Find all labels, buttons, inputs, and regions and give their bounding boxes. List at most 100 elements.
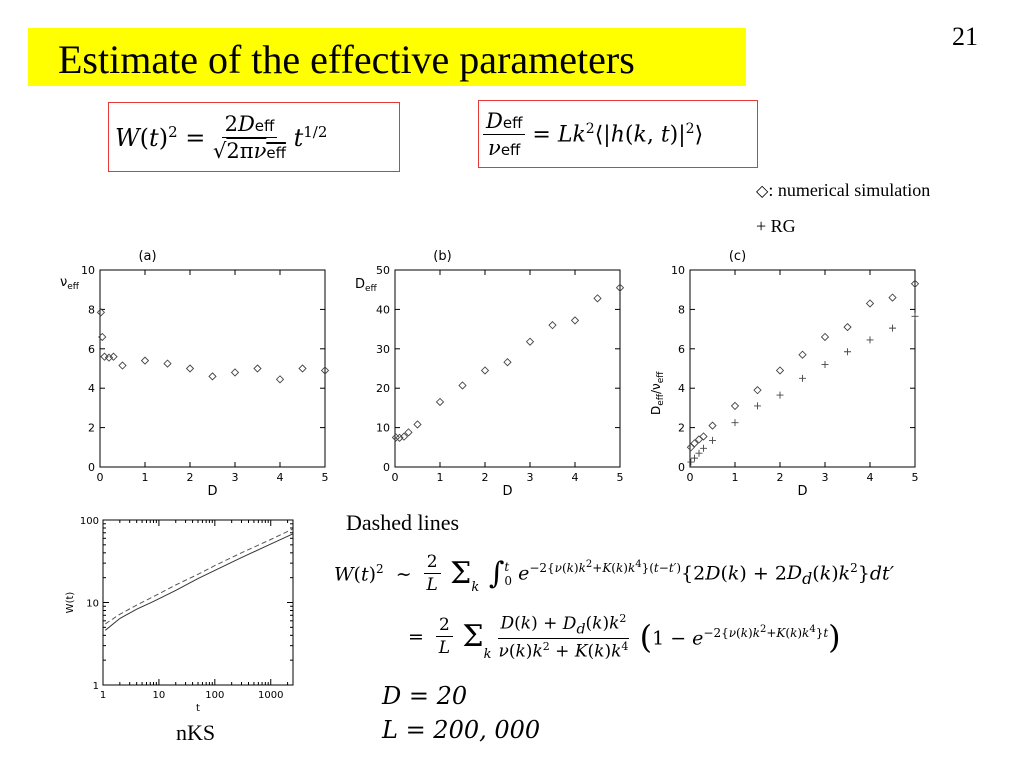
diamond-point: [458, 381, 467, 390]
plus-marker-icon: +: [756, 216, 767, 236]
y-tick-label: 8: [678, 303, 685, 316]
y-axis-label: W(t): [65, 592, 76, 614]
x-tick-label: 0: [392, 471, 399, 484]
x-tick-label: 5: [912, 471, 919, 484]
width-scaling-equation: W(t)2 = 2Deff √2πνeff t1/2: [115, 111, 328, 163]
x-tick-label: 2: [777, 471, 784, 484]
x-tick-label: 100: [205, 690, 224, 701]
x-axis-label: D: [207, 484, 217, 499]
diamond-point: [798, 350, 807, 359]
plot-frame: [394, 269, 621, 468]
diamond-point: [615, 283, 625, 292]
y-tick-label: 0: [383, 461, 390, 474]
y-tick-label: 2: [678, 422, 685, 435]
plus-point: [754, 402, 761, 410]
x-tick-label: 3: [822, 471, 829, 484]
x-axis-label: t: [196, 703, 200, 713]
y-tick-label: 40: [376, 303, 390, 316]
diamond-point: [140, 356, 150, 365]
dashed-series-line: [105, 528, 294, 625]
ratio-equation: Deff νeff = Lk2⟨|h(k, t)|2⟩: [483, 103, 703, 165]
diamond-point: [391, 433, 401, 442]
plus-point: [731, 419, 739, 427]
plus-point: [691, 454, 698, 462]
chart-ratio: 0 1 2 3 4 5 0 2 4 6 8 10 D (c) Deff/νeff: [649, 249, 920, 499]
x-tick-label: 1: [732, 471, 739, 484]
x-tick-label: 4: [572, 471, 579, 484]
diamond-point: [775, 366, 785, 375]
plus-point: [709, 436, 716, 444]
plus-point: [687, 458, 695, 466]
y-tick-label: 10: [81, 264, 95, 277]
x-axis-label: D: [797, 484, 807, 499]
equation-box-width: W(t)2 = 2Deff √2πνeff t1/2: [108, 102, 400, 172]
panel-label: (a): [138, 249, 156, 264]
diamond-point: [275, 375, 285, 384]
x-tick-label: 2: [187, 471, 194, 484]
diamond-point: [109, 352, 118, 361]
diamond-point: [570, 316, 580, 325]
diamond-point: [253, 364, 262, 373]
plot-frame: [102, 519, 294, 686]
diamond-point: [100, 352, 109, 361]
y-tick-label: 4: [88, 382, 95, 395]
panel-label: (b): [433, 249, 451, 264]
equation-box-ratio: Deff νeff = Lk2⟨|h(k, t)|2⟩: [478, 100, 758, 168]
dashed-lines-label: Dashed lines: [346, 510, 460, 535]
diamond-point: [753, 386, 762, 395]
x-tick-label: 3: [527, 471, 534, 484]
solid-series-line: [104, 533, 294, 631]
y-tick-label: 1: [93, 681, 99, 692]
plot-frame: [689, 269, 916, 468]
x-tick-label: 10: [153, 690, 166, 701]
x-tick-label: 1: [437, 471, 444, 484]
chart-nu-eff: 0 1 2 3 4 5 0 2 4 6 8 10 D (a) νeff: [60, 249, 330, 499]
chart-nks-width: 1 10 100 1000 1 10 100 t W(t): [65, 516, 294, 713]
diamond-point: [98, 332, 107, 342]
plot-frame: [99, 269, 326, 468]
diamond-marker-icon: ◇: [756, 183, 769, 200]
plus-point: [866, 336, 874, 344]
diamond-point: [395, 433, 404, 442]
y-tick-label: 6: [88, 343, 95, 356]
x-tick-label: 3: [232, 471, 239, 484]
legend-rg: + RG: [756, 216, 796, 237]
x-tick-label: 1: [142, 471, 149, 484]
x-tick-label: 1: [100, 690, 106, 701]
diamond-point: [435, 397, 445, 407]
diamond-point: [820, 332, 830, 342]
diamond-point: [480, 366, 490, 375]
diamond-point: [843, 322, 852, 332]
diamond-point: [399, 432, 409, 441]
y-axis-label: νeff: [60, 275, 80, 292]
diamond-point: [699, 432, 708, 441]
diamond-point: [593, 294, 602, 303]
diamond-point: [208, 372, 217, 381]
l-value: L = 200, 000: [382, 716, 541, 744]
legend-simulation: ◇: numerical simulation: [756, 180, 930, 201]
y-tick-label: 8: [88, 303, 95, 316]
plus-point: [700, 444, 707, 452]
title-banner: [28, 28, 746, 86]
diamond-point: [298, 364, 307, 373]
y-tick-label: 50: [376, 264, 390, 277]
x-tick-label: 0: [687, 471, 694, 484]
legend-simulation-label: : numerical simulation: [768, 180, 931, 200]
diamond-point: [163, 359, 172, 368]
nks-label: nKS: [176, 720, 216, 745]
d-value: D = 20: [382, 682, 468, 710]
plus-point: [821, 361, 829, 369]
x-tick-label: 0: [97, 471, 104, 484]
diamond-point: [888, 293, 897, 302]
diamond-point: [730, 401, 740, 411]
y-tick-label: 6: [678, 343, 685, 356]
y-tick-label: 0: [678, 461, 685, 474]
plus-point: [844, 348, 851, 356]
page-number: 21: [952, 22, 978, 51]
diamond-point: [230, 368, 240, 377]
x-tick-label: 1000: [258, 690, 283, 701]
slide-title: Estimate of the effective parameters: [58, 37, 635, 82]
x-tick-label: 4: [277, 471, 284, 484]
